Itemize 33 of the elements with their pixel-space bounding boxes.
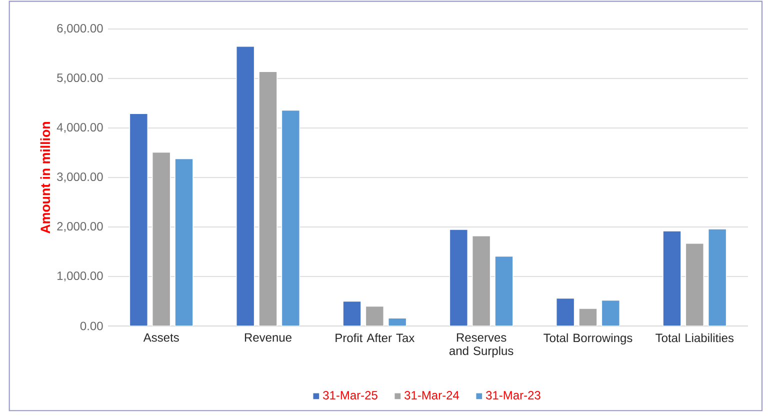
bar	[258, 71, 278, 326]
x-tick-label: Assets	[143, 333, 179, 342]
bar	[449, 229, 468, 326]
bar	[662, 230, 682, 326]
y-tick-label: 1,000.00	[58, 272, 103, 282]
x-tick-label: Reserves and Surplus	[449, 333, 514, 358]
y-tick-label: 4,000.00	[56, 123, 103, 133]
bar	[365, 306, 384, 326]
bar	[685, 242, 704, 326]
x-tick-label: Revenue	[244, 333, 292, 342]
bar	[708, 228, 727, 326]
legend-label: 31-Mar-25	[323, 390, 378, 400]
y-tick-label: 3,000.00	[57, 172, 103, 182]
x-tick-label: Total Borrowings	[544, 333, 632, 345]
y-axis-title: Amount in million	[40, 122, 50, 234]
y-tick-label: 0.00	[80, 322, 103, 330]
bar	[281, 110, 300, 326]
bar	[472, 236, 491, 326]
bar	[342, 300, 362, 326]
legend-label: 31-Mar-23	[486, 390, 540, 400]
bar	[556, 298, 575, 326]
bar	[174, 158, 194, 326]
bar	[601, 300, 620, 326]
bar	[494, 256, 514, 326]
x-tick-label: Total Liabilities	[656, 333, 734, 342]
bar	[152, 152, 171, 326]
y-tick-label: 2,000.00	[57, 222, 103, 232]
bar	[129, 113, 148, 326]
legend-label: 31-Mar-24	[404, 390, 460, 400]
y-tick-label: 6,000.00	[57, 24, 103, 34]
x-tick-label: Profit After Tax	[336, 333, 415, 342]
y-tick-label: 5,000.00	[57, 74, 103, 84]
bar	[236, 46, 255, 326]
